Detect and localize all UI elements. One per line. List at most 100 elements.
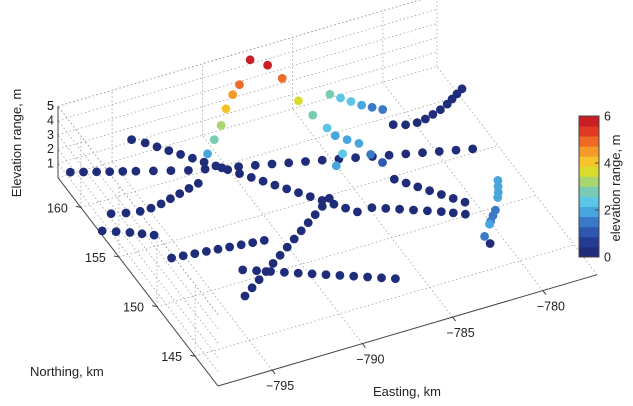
data-point	[317, 155, 327, 165]
data-point	[282, 184, 292, 194]
data-point	[330, 131, 340, 141]
data-point	[209, 135, 219, 145]
x-tick-mark	[542, 290, 547, 295]
data-point	[493, 193, 503, 202]
z-tick-label: 5	[47, 99, 54, 113]
data-point	[423, 206, 432, 216]
data-point	[442, 99, 452, 109]
data-point	[448, 208, 458, 218]
data-point	[381, 204, 391, 213]
data-point	[65, 167, 75, 177]
grid-line	[111, 161, 273, 371]
data-point	[184, 184, 194, 193]
data-point	[322, 123, 332, 133]
data-point	[248, 238, 258, 248]
data-point	[228, 90, 238, 99]
data-point	[164, 146, 174, 156]
colorbar-tick-label: 2	[604, 204, 611, 218]
data-point	[223, 165, 233, 175]
data-point	[188, 153, 197, 163]
data-point	[353, 207, 362, 217]
data-point	[97, 226, 107, 236]
data-point	[282, 242, 292, 252]
data-point	[378, 158, 387, 167]
data-point	[310, 210, 320, 220]
data-point	[203, 149, 213, 159]
data-point	[166, 166, 176, 176]
data-point	[140, 138, 150, 148]
data-point	[135, 206, 145, 216]
colorbar-frame	[578, 115, 600, 258]
y-axis-title: Northing, km	[30, 364, 104, 379]
grid-line	[57, 120, 219, 330]
data-point	[92, 167, 101, 177]
grid-line	[57, 51, 438, 164]
data-point	[106, 209, 116, 219]
data-point	[216, 121, 226, 130]
data-point	[378, 105, 388, 114]
colorbar-swatch	[579, 186, 599, 197]
data-point	[149, 166, 158, 176]
x-tick-mark	[271, 369, 276, 375]
data-point	[284, 158, 294, 168]
data-point	[401, 178, 411, 188]
data-point	[329, 199, 339, 209]
data-point	[235, 80, 244, 90]
data-point	[436, 105, 445, 115]
data-point	[266, 267, 275, 276]
grid-line	[156, 194, 537, 307]
data-point	[296, 226, 306, 236]
data-point	[149, 230, 159, 240]
colorbar-swatch	[579, 166, 599, 177]
colorbar-tick-label: 4	[604, 157, 611, 171]
grid-line	[194, 244, 575, 357]
grid-line	[57, 0, 422, 107]
data-point	[384, 150, 394, 160]
colorbar-tick-label: 6	[604, 110, 611, 124]
data-point	[338, 149, 347, 159]
grid-line	[57, 23, 438, 136]
data-point	[193, 178, 203, 188]
data-point	[270, 180, 280, 190]
grid-lines	[57, 0, 598, 372]
data-point	[152, 142, 162, 152]
data-point	[245, 55, 255, 65]
data-point	[200, 164, 210, 174]
data-point	[395, 204, 404, 214]
y-tick-mark	[190, 354, 196, 357]
data-point	[275, 250, 285, 260]
x-axis-title: Easting, km	[373, 384, 441, 399]
grid-line	[57, 0, 422, 107]
data-point	[156, 199, 166, 209]
data-point	[367, 102, 377, 112]
z-tick-label: 3	[47, 128, 54, 142]
colorbar-swatch	[579, 176, 599, 187]
data-point	[367, 203, 377, 213]
data-point	[263, 60, 272, 70]
colorbar-swatch	[579, 146, 599, 157]
data-point	[137, 229, 147, 239]
data-point	[346, 97, 356, 106]
data-point	[401, 120, 410, 130]
data-point	[225, 242, 235, 252]
data-point	[377, 273, 386, 283]
data-point	[363, 272, 372, 282]
x-tick-label: −790	[356, 353, 384, 367]
data-point	[401, 149, 411, 159]
colorbar-swatch	[579, 246, 599, 258]
data-point	[357, 100, 366, 110]
data-point	[280, 267, 289, 277]
data-point	[252, 266, 261, 276]
data-point	[335, 271, 345, 280]
data-point	[412, 118, 422, 127]
data-point	[131, 166, 141, 176]
data-point	[437, 190, 446, 199]
colorbar-title: elevation range, m	[608, 135, 623, 242]
data-point	[480, 232, 489, 241]
data-point	[250, 160, 260, 170]
data-point	[258, 176, 268, 186]
scatter-points	[65, 55, 503, 301]
y-tick-label: 145	[161, 350, 182, 364]
data-point	[176, 150, 186, 159]
data-point	[294, 188, 303, 198]
